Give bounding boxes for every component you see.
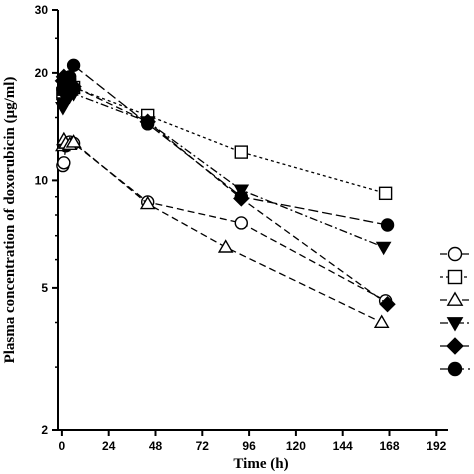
- data-point: [234, 145, 249, 159]
- data-point: [65, 134, 82, 148]
- series-4: [55, 88, 392, 256]
- x-tick-label: 144: [333, 439, 353, 453]
- legend-entry-6: [440, 361, 470, 377]
- legend-entry-1: [440, 246, 470, 262]
- y-tick-label: 20: [35, 66, 49, 80]
- legend-entry-3: [440, 291, 470, 306]
- data-point: [375, 241, 392, 256]
- x-tick-label: 0: [59, 439, 66, 453]
- data-point: [234, 216, 249, 230]
- legend-marker: [447, 361, 463, 377]
- y-tick-label: 5: [41, 281, 48, 295]
- x-tick-label: 120: [286, 439, 306, 453]
- series-line: [62, 141, 386, 302]
- data-point: [217, 239, 234, 253]
- x-tick-label: 72: [196, 439, 210, 453]
- x-tick-label: 48: [149, 439, 163, 453]
- y-tick-label: 10: [35, 173, 49, 187]
- x-tick-label: 96: [242, 439, 256, 453]
- data-point: [62, 70, 77, 84]
- series-6: [56, 58, 395, 232]
- y-tick-label: 30: [35, 3, 49, 17]
- y-tick-label: 2: [41, 423, 48, 437]
- data-point: [66, 58, 81, 73]
- legend-entry-5: [440, 337, 470, 355]
- data-point: [378, 186, 393, 201]
- legend: [440, 246, 470, 377]
- data-point: [57, 156, 71, 170]
- legend-marker: [447, 246, 463, 262]
- series-2: [56, 74, 393, 201]
- x-tick-label: 168: [379, 439, 399, 453]
- legend-marker: [447, 269, 463, 285]
- data-point: [379, 296, 396, 313]
- data-point: [234, 190, 249, 204]
- x-tick-label: 192: [426, 439, 446, 453]
- axes: 0 24 48 72 96 120 144 168 192 2 5 10 20 30: [35, 3, 448, 453]
- series-line: [62, 64, 388, 226]
- y-axis-title: Plasma concentration of doxorubicin (μg/…: [2, 77, 18, 364]
- legend-marker: [446, 317, 464, 332]
- legend-entry-4: [440, 317, 470, 332]
- legend-marker: [446, 291, 464, 306]
- series-line: [62, 74, 388, 305]
- legend-entry-2: [440, 269, 470, 285]
- series-layer: [54, 58, 396, 328]
- series-3: [55, 131, 390, 328]
- data-point: [380, 218, 395, 232]
- series-line: [62, 92, 384, 248]
- series-line: [62, 79, 386, 194]
- data-point: [139, 195, 156, 210]
- series-line: [62, 137, 382, 324]
- x-tick-label: 24: [102, 439, 116, 453]
- data-point: [140, 117, 155, 131]
- data-point: [373, 314, 390, 328]
- series-1: [56, 135, 393, 308]
- x-axis-title: Time (h): [233, 456, 288, 472]
- legend-marker: [446, 337, 464, 355]
